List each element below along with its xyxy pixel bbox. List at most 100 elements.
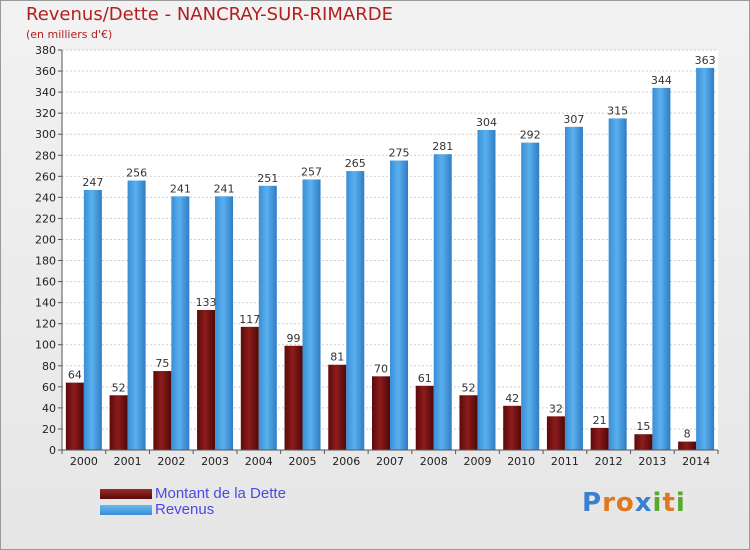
- bar-revenus: [477, 130, 496, 450]
- data-label-dette: 81: [330, 351, 344, 364]
- bar-revenus: [433, 154, 452, 451]
- legend-swatch-revenus: [100, 505, 152, 515]
- y-tick-label: 220: [35, 212, 56, 225]
- bar-dette: [65, 382, 84, 450]
- logo-letter: i: [652, 488, 663, 518]
- legend-label-dette: Montant de la Dette: [155, 485, 286, 502]
- bar-dette: [240, 326, 259, 450]
- x-tick-label: 2007: [376, 455, 404, 468]
- y-tick-label: 80: [42, 360, 56, 373]
- bar-dette: [590, 427, 609, 450]
- x-tick-label: 2002: [157, 455, 185, 468]
- logo-letter: i: [675, 488, 686, 518]
- y-tick-label: 380: [35, 44, 56, 57]
- bar-dette: [678, 441, 697, 450]
- y-tick-label: 340: [35, 86, 56, 99]
- legend-swatch-dette: [100, 489, 152, 499]
- proxiti-logo: Proxiti: [582, 488, 686, 518]
- logo-letter: t: [662, 488, 676, 518]
- x-tick-label: 2005: [289, 455, 317, 468]
- bar-dette: [415, 385, 434, 450]
- y-tick-label: 120: [35, 318, 56, 331]
- data-label-revenus: 292: [520, 129, 541, 142]
- data-label-revenus: 257: [301, 165, 322, 178]
- bar-dette: [459, 395, 478, 450]
- data-label-revenus: 241: [214, 182, 235, 195]
- chart-title: Revenus/Dette - NANCRAY-SUR-RIMARDE: [26, 4, 393, 25]
- bar-dette: [153, 371, 172, 450]
- data-label-revenus: 363: [695, 54, 716, 67]
- y-tick-label: 240: [35, 191, 56, 204]
- data-label-revenus: 256: [126, 167, 147, 180]
- x-tick-label: 2004: [245, 455, 273, 468]
- bar-revenus: [258, 185, 277, 450]
- x-tick-label: 2000: [70, 455, 98, 468]
- logo-letter: r: [602, 488, 616, 518]
- bar-revenus: [521, 142, 540, 450]
- bar-dette: [634, 434, 653, 450]
- x-tick-label: 2003: [201, 455, 229, 468]
- data-label-revenus: 247: [82, 176, 103, 189]
- data-label-dette: 42: [505, 392, 519, 405]
- y-tick-label: 180: [35, 255, 56, 268]
- y-tick-label: 60: [42, 381, 56, 394]
- x-tick-label: 2008: [420, 455, 448, 468]
- y-tick-label: 40: [42, 402, 56, 415]
- y-tick-label: 160: [35, 276, 56, 289]
- y-tick-label: 320: [35, 107, 56, 120]
- logo-letter: x: [634, 488, 653, 518]
- data-label-revenus: 307: [563, 113, 584, 126]
- y-tick-label: 0: [49, 444, 56, 457]
- bar-dette: [197, 310, 216, 450]
- bar-revenus: [83, 190, 102, 450]
- data-label-dette: 70: [374, 362, 388, 375]
- y-tick-label: 360: [35, 65, 56, 78]
- data-label-revenus: 275: [389, 147, 410, 160]
- logo-letter: P: [582, 488, 603, 518]
- data-label-revenus: 241: [170, 182, 191, 195]
- x-tick-label: 2010: [507, 455, 535, 468]
- data-label-dette: 64: [68, 369, 82, 382]
- y-tick-label: 260: [35, 170, 56, 183]
- data-label-dette: 32: [549, 402, 563, 415]
- bar-revenus: [127, 180, 146, 451]
- data-label-dette: 8: [684, 428, 691, 441]
- data-label-revenus: 344: [651, 74, 672, 87]
- bar-dette: [109, 395, 128, 450]
- bar-revenus: [171, 196, 190, 450]
- chart-subtitle: (en milliers d'€): [26, 28, 113, 41]
- data-label-dette: 61: [418, 372, 432, 385]
- bar-revenus: [302, 179, 321, 450]
- y-tick-label: 280: [35, 149, 56, 162]
- data-label-dette: 99: [287, 332, 301, 345]
- data-label-revenus: 315: [607, 104, 628, 117]
- x-tick-label: 2013: [638, 455, 666, 468]
- x-tick-label: 2009: [463, 455, 491, 468]
- x-tick-label: 2014: [682, 455, 710, 468]
- bar-revenus: [652, 87, 671, 450]
- data-label-revenus: 265: [345, 157, 366, 170]
- data-label-dette: 21: [593, 414, 607, 427]
- y-tick-label: 20: [42, 423, 56, 436]
- data-label-dette: 133: [196, 296, 217, 309]
- data-label-revenus: 281: [432, 140, 453, 153]
- data-label-revenus: 304: [476, 116, 497, 129]
- x-tick-label: 2006: [332, 455, 360, 468]
- bar-revenus: [564, 126, 583, 450]
- bar-revenus: [390, 160, 408, 451]
- bar-dette: [328, 364, 347, 450]
- y-tick-label: 140: [35, 297, 56, 310]
- data-label-dette: 15: [636, 420, 650, 433]
- bar-dette: [503, 405, 522, 450]
- x-tick-label: 2001: [114, 455, 142, 468]
- bar-dette: [284, 345, 303, 450]
- y-tick-label: 300: [35, 128, 56, 141]
- bar-revenus: [346, 171, 365, 451]
- y-tick-label: 100: [35, 339, 56, 352]
- x-tick-label: 2011: [551, 455, 579, 468]
- bar-revenus: [215, 196, 234, 450]
- y-tick-label: 200: [35, 233, 56, 246]
- data-label-dette: 75: [155, 357, 169, 370]
- bar-revenus: [696, 67, 715, 450]
